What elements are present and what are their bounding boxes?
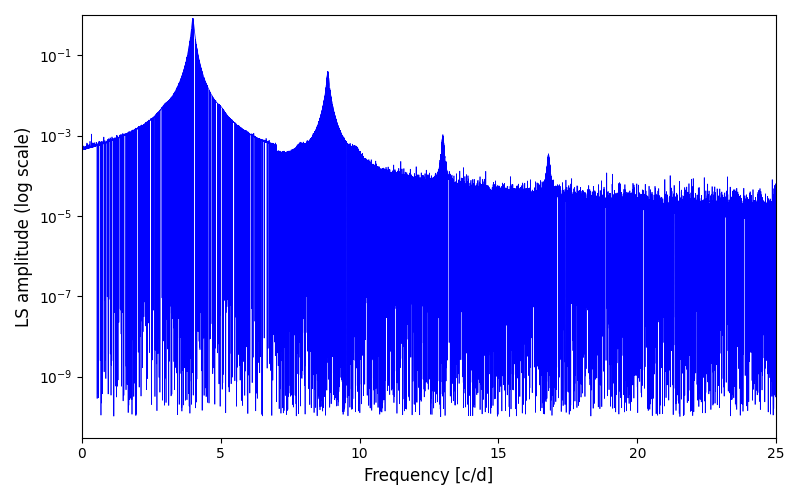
X-axis label: Frequency [c/d]: Frequency [c/d] bbox=[364, 467, 494, 485]
Y-axis label: LS amplitude (log scale): LS amplitude (log scale) bbox=[15, 126, 33, 326]
